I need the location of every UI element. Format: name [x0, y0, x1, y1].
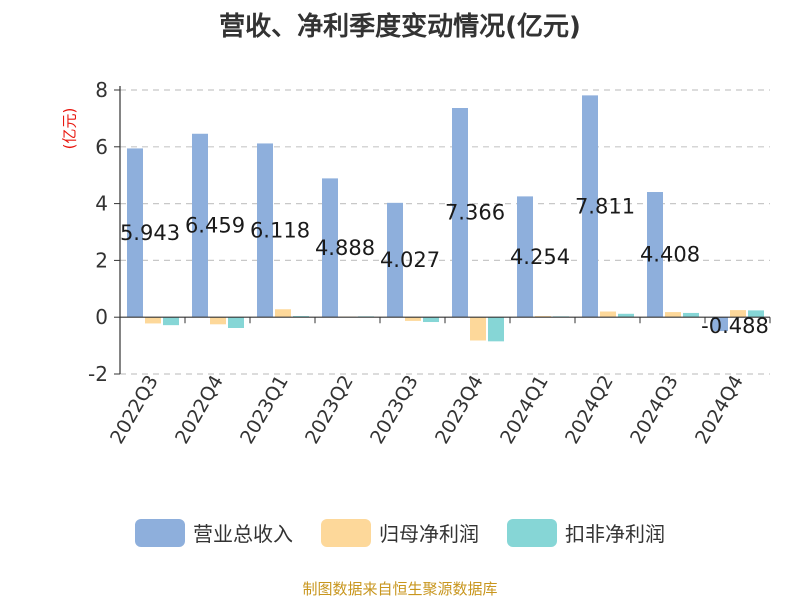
- bars: [127, 95, 764, 342]
- x-tick-label: 2023Q3: [366, 372, 423, 448]
- legend: 营业总收入 归母净利润 扣非净利润: [0, 518, 800, 547]
- x-tick-label: 2023Q4: [431, 372, 488, 448]
- x-tick-label: 2022Q3: [106, 372, 163, 448]
- bar-0-2023Q2: [322, 178, 338, 318]
- y-tick-label: -2: [88, 362, 108, 386]
- data-label: 6.118: [250, 218, 310, 242]
- data-source-note: 制图数据来自恒生聚源数据库: [302, 580, 498, 598]
- bar-0-2023Q4: [452, 108, 468, 318]
- bar-0-2024Q2: [582, 95, 598, 318]
- data-label: 4.888: [315, 236, 375, 260]
- y-tick-label: 0: [95, 305, 108, 329]
- y-tick-label: 2: [95, 248, 108, 272]
- bar-1-2024Q2: [600, 311, 616, 318]
- bar-1-2024Q4: [730, 310, 746, 318]
- data-label: 6.459: [185, 213, 245, 237]
- data-label: 4.408: [640, 243, 700, 267]
- x-tick-label: 2024Q4: [691, 372, 748, 448]
- y-tick-label: 4: [95, 192, 108, 216]
- bar-0-2022Q4: [192, 133, 208, 318]
- legend-item[interactable]: 扣非净利润: [507, 518, 665, 547]
- x-tick-label: 2022Q4: [171, 372, 228, 448]
- bar-0-2024Q3: [647, 192, 663, 318]
- legend-swatch: [507, 518, 557, 547]
- x-tick-label: 2023Q1: [236, 372, 293, 448]
- data-label: 4.027: [380, 248, 440, 272]
- y-tick-label: 6: [95, 135, 108, 159]
- data-label: 7.811: [575, 194, 635, 218]
- bar-2-2023Q4: [488, 317, 504, 342]
- legend-swatch: [321, 518, 371, 547]
- bar-1-2022Q3: [145, 317, 161, 324]
- bar-0-2024Q1: [517, 196, 533, 318]
- bar-1-2024Q3: [665, 312, 681, 318]
- bar-1-2022Q4: [210, 317, 226, 325]
- bar-1-2023Q4: [470, 317, 486, 341]
- y-tick-label: 8: [95, 78, 108, 102]
- bar-1-2023Q3: [405, 317, 421, 321]
- bar-2-2022Q3: [163, 317, 179, 326]
- x-tick-label: 2024Q2: [561, 372, 618, 448]
- chart-title: 营收、净利季度变动情况(亿元): [219, 12, 581, 42]
- legend-label: 归母净利润: [379, 522, 479, 546]
- bar-2-2024Q2: [618, 313, 634, 318]
- bar-0-2024Q4: [712, 317, 728, 332]
- data-label: -0.488: [701, 314, 769, 338]
- data-label: 5.943: [120, 221, 180, 245]
- bar-0-2023Q1: [257, 143, 273, 318]
- legend-item[interactable]: 归母净利润: [321, 518, 479, 547]
- data-label: 7.366: [445, 201, 505, 225]
- legend-label: 扣非净利润: [565, 522, 665, 546]
- legend-item[interactable]: 营业总收入: [135, 518, 293, 547]
- x-tick-label: 2024Q1: [496, 372, 553, 448]
- bar-2-2022Q4: [228, 317, 244, 328]
- bar-1-2023Q1: [275, 309, 291, 318]
- bar-0-2022Q3: [127, 148, 143, 318]
- bar-2-2023Q3: [423, 317, 439, 323]
- x-tick-label: 2024Q3: [626, 372, 683, 448]
- legend-label: 营业总收入: [193, 522, 293, 546]
- bar-2-2024Q4: [748, 310, 764, 318]
- bar-2-2024Q3: [683, 312, 699, 318]
- x-tick-label: 2023Q2: [301, 372, 358, 448]
- bar-0-2023Q3: [387, 202, 403, 318]
- legend-swatch: [135, 518, 185, 547]
- data-label: 4.254: [510, 245, 570, 269]
